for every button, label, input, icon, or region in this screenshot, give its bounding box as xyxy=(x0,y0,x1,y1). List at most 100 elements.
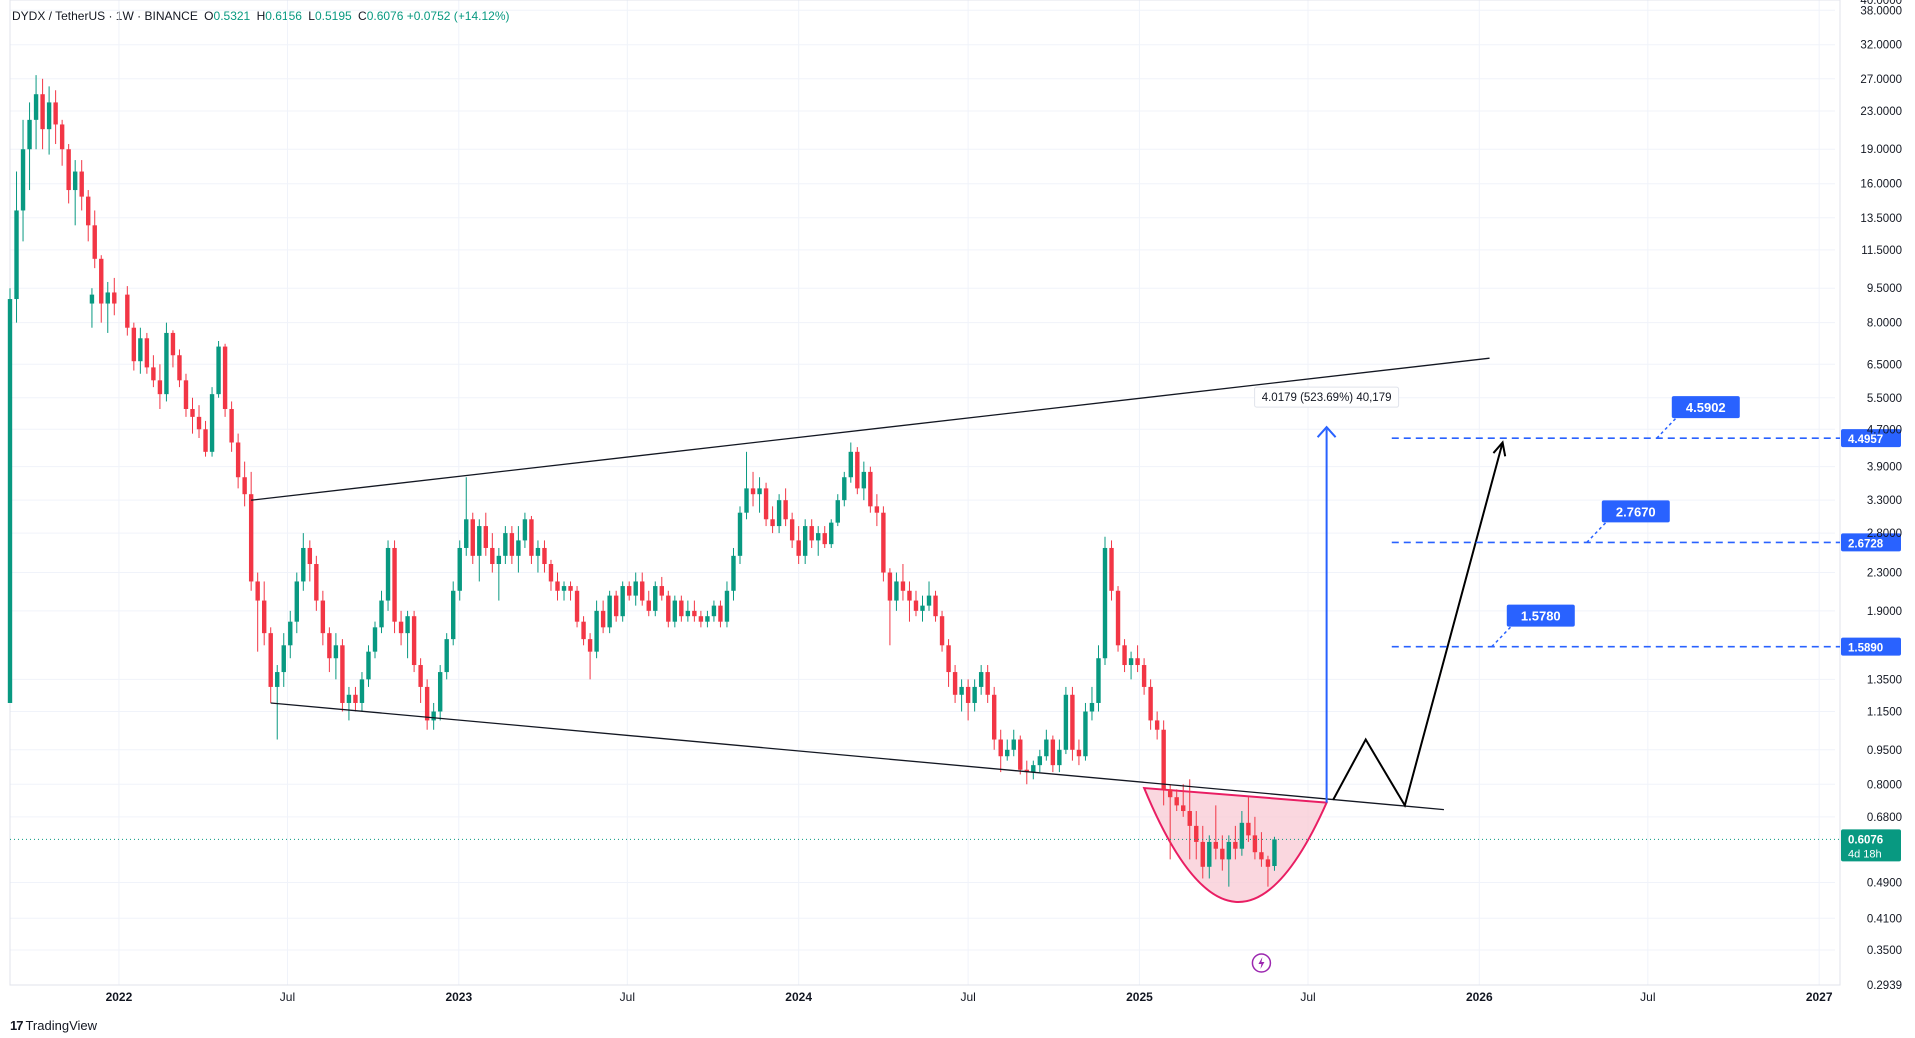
candle-body xyxy=(613,595,619,617)
candle-up xyxy=(1102,536,1108,666)
candle-body xyxy=(1063,694,1069,750)
candle-body xyxy=(750,488,756,495)
candle-up xyxy=(72,160,78,226)
candle-down xyxy=(933,590,938,622)
close-value: 0.6076 xyxy=(366,9,404,23)
candle-up xyxy=(464,477,469,556)
candle-down xyxy=(86,190,91,242)
candle-body xyxy=(86,196,91,226)
price-tick-label: 0.8000 xyxy=(1867,779,1902,791)
candle-body xyxy=(144,338,150,368)
candle-body xyxy=(14,210,19,300)
price-tick-label: 40.0000 xyxy=(1860,0,1902,7)
candle-body xyxy=(946,645,951,673)
candle-body xyxy=(46,102,52,130)
candle-body xyxy=(196,416,202,430)
tv-mark-icon: 17 xyxy=(10,1018,24,1033)
candle-down xyxy=(698,610,704,628)
candle-body xyxy=(555,581,560,591)
low-value: 0.5195 xyxy=(314,9,352,23)
tradingview-wordmark: TradingView xyxy=(25,1018,98,1033)
candle-body xyxy=(783,500,788,520)
candle-up xyxy=(724,581,730,628)
price-tick-label: 0.9500 xyxy=(1867,745,1902,757)
candle-body xyxy=(405,616,410,634)
candle-body xyxy=(718,605,723,622)
lower-trendline xyxy=(270,702,1444,811)
candle-up xyxy=(620,581,625,622)
last-price-value: 0.6076 xyxy=(1848,834,1883,846)
tradingview-logo[interactable]: 17 TradingView xyxy=(10,1018,97,1033)
candle-body xyxy=(1233,841,1238,849)
candle-body xyxy=(653,586,658,611)
candle-down xyxy=(203,420,208,457)
candle-down xyxy=(965,679,971,721)
candle-up xyxy=(281,633,286,687)
candle-body xyxy=(275,672,280,687)
target-callout-box xyxy=(1671,396,1740,419)
candle-down xyxy=(991,686,997,750)
candle-body xyxy=(1070,694,1075,750)
candle-up xyxy=(607,590,612,634)
candle-down xyxy=(1220,835,1225,871)
candle-down xyxy=(242,461,247,507)
candle-down xyxy=(874,494,880,527)
candle-down xyxy=(398,610,404,646)
candle-body xyxy=(1194,825,1199,842)
candle-up xyxy=(1063,686,1069,755)
candle-body xyxy=(770,519,775,527)
upper-trendline xyxy=(251,357,1490,501)
candle-down xyxy=(587,633,593,680)
candle-up xyxy=(27,102,32,191)
candle-down xyxy=(1109,540,1114,601)
candle-body xyxy=(346,694,352,703)
candle-down xyxy=(40,78,45,150)
candle-body xyxy=(842,477,847,501)
candle-body xyxy=(1239,822,1245,849)
candle-body xyxy=(874,506,880,513)
candle-body xyxy=(340,645,345,703)
candle-body xyxy=(209,394,215,452)
candle-down xyxy=(183,373,189,417)
candle-body xyxy=(411,616,417,666)
candle-down xyxy=(190,397,195,434)
candle-up xyxy=(1083,702,1088,761)
candle-down xyxy=(913,590,919,617)
candle-body xyxy=(802,526,808,556)
candle-body xyxy=(646,600,651,611)
price-tick-label: 0.6800 xyxy=(1867,812,1902,824)
candle-up xyxy=(1089,686,1095,721)
lightning-icon-bolt xyxy=(1258,957,1265,969)
candle-body xyxy=(281,645,286,673)
candle-up xyxy=(333,633,339,680)
candle-down xyxy=(125,286,130,336)
candle-body xyxy=(248,494,254,582)
candle-up xyxy=(594,600,599,659)
candle-up xyxy=(672,595,678,628)
candle-up xyxy=(105,281,110,333)
candle-body xyxy=(516,540,521,556)
candle-body xyxy=(959,686,964,695)
target-axis-tag-text: 2.6728 xyxy=(1848,538,1884,550)
candle-body xyxy=(972,686,977,703)
candle-body xyxy=(503,533,508,556)
candle-body xyxy=(548,564,554,582)
candle-body xyxy=(542,547,547,565)
candle-down xyxy=(144,332,150,374)
candle-body xyxy=(640,581,645,601)
candle-up xyxy=(1207,835,1212,879)
target-callout-label: 4.5902 xyxy=(1686,400,1726,415)
candle-body xyxy=(1213,841,1219,849)
candle-down xyxy=(99,255,104,323)
candle-down xyxy=(1122,639,1127,673)
time-tick-label: Jul xyxy=(960,990,975,1004)
candle-down xyxy=(1115,586,1121,652)
candle-body xyxy=(985,672,990,695)
candle-down xyxy=(855,447,860,495)
candle-body xyxy=(261,600,267,634)
candle-body xyxy=(235,442,241,478)
candle-up xyxy=(7,288,13,703)
candle-body xyxy=(926,595,932,606)
candle-up xyxy=(457,540,462,601)
